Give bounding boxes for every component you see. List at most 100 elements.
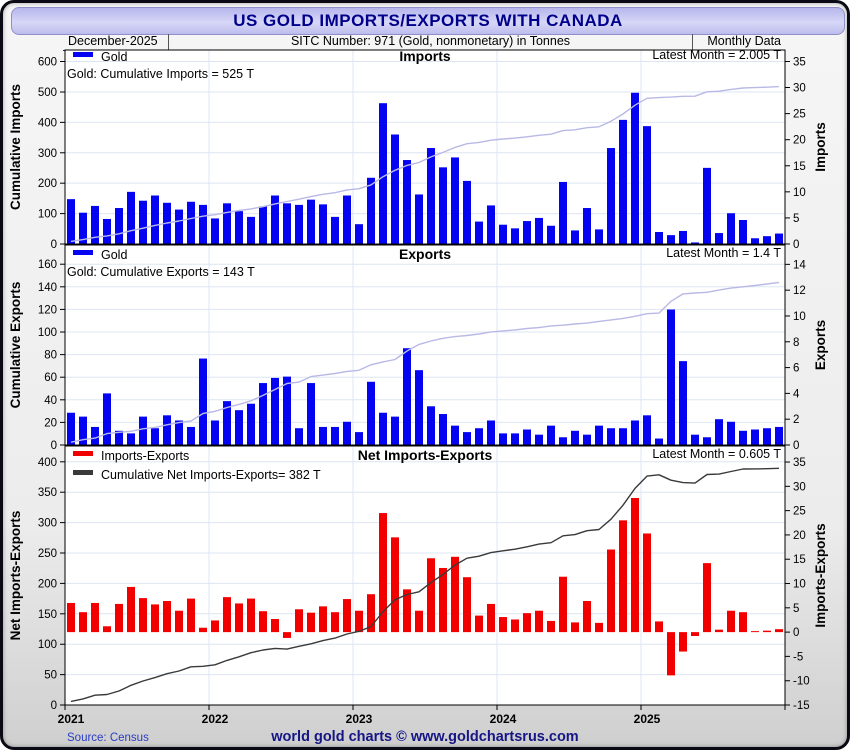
net-bar bbox=[187, 598, 195, 633]
net-bar bbox=[667, 632, 675, 676]
exports-bar bbox=[91, 426, 99, 445]
net-right-axis-title: Imports-Exports bbox=[813, 523, 828, 627]
net-right-tick-label: 10 bbox=[793, 579, 806, 591]
x-axis-year-label: 2023 bbox=[346, 712, 373, 726]
exports-bar bbox=[259, 383, 267, 445]
exports-bar bbox=[271, 377, 279, 445]
imports-bar bbox=[295, 204, 303, 244]
imports-right-tick-label: 0 bbox=[793, 239, 799, 251]
source-link[interactable]: Source: Census bbox=[67, 732, 149, 744]
net-bar bbox=[571, 622, 579, 633]
exports-bar bbox=[475, 428, 483, 445]
exports-bar bbox=[247, 403, 255, 445]
exports-bar bbox=[223, 401, 231, 445]
imports-bar bbox=[763, 236, 771, 244]
imports-left-tick-label: 600 bbox=[38, 57, 57, 69]
net-bar bbox=[691, 632, 699, 636]
imports-left-tick-label: 100 bbox=[38, 209, 57, 221]
exports-bar bbox=[487, 420, 495, 445]
net-cumulative-label: Cumulative Net Imports-Exports= 382 T bbox=[101, 468, 321, 482]
x-axis-year-label: 2021 bbox=[58, 712, 85, 726]
imports-bar bbox=[775, 233, 783, 244]
imports-right-tick-label: 30 bbox=[793, 83, 806, 95]
net-bar bbox=[451, 556, 459, 633]
exports-bar bbox=[559, 437, 567, 445]
net-bar bbox=[103, 626, 111, 633]
imports-left-tick-label: 500 bbox=[38, 87, 57, 99]
imports-bar bbox=[451, 157, 459, 244]
imports-bar bbox=[247, 216, 255, 244]
imports-bar bbox=[211, 218, 219, 244]
imports-legend-label: Gold bbox=[101, 50, 127, 64]
imports-bar bbox=[391, 134, 399, 244]
net-bar bbox=[679, 632, 687, 652]
net-legend2-swatch bbox=[73, 470, 93, 475]
imports-bar bbox=[667, 235, 675, 244]
imports-bar bbox=[355, 224, 363, 244]
imports-cumulative-line bbox=[70, 85, 780, 243]
sitc-label: SITC Number: 971 (Gold, nonmonetary) in … bbox=[169, 34, 693, 50]
imports-bar bbox=[571, 230, 579, 244]
net-bar bbox=[643, 533, 651, 633]
exports-cumulative-line bbox=[70, 281, 780, 443]
net-legend-swatch bbox=[73, 451, 93, 456]
charts-canvas: 010020030040050060005101520253035Cumulat… bbox=[8, 48, 828, 726]
exports-bar bbox=[175, 420, 183, 445]
imports-bar bbox=[511, 228, 519, 244]
net-right-tick-label: 15 bbox=[793, 554, 806, 566]
net-bar bbox=[535, 610, 543, 633]
imports-bars bbox=[67, 92, 783, 245]
imports-bar bbox=[367, 177, 375, 244]
imports-left-axis-title: Cumulative Imports bbox=[8, 84, 23, 210]
imports-legend-swatch bbox=[73, 52, 93, 57]
imports-right-tick-label: 35 bbox=[793, 56, 806, 68]
exports-bar bbox=[547, 425, 555, 445]
exports-left-tick-label: 40 bbox=[44, 395, 57, 407]
imports-bar bbox=[643, 126, 651, 244]
exports-bar bbox=[331, 426, 339, 445]
exports-bar bbox=[499, 433, 507, 445]
exports-bar bbox=[355, 432, 363, 445]
net-left-axis-title: Net Imports-Exports bbox=[8, 511, 23, 641]
exports-bar bbox=[427, 406, 435, 445]
net-bar bbox=[283, 632, 291, 638]
imports-right-tick-label: 5 bbox=[793, 213, 799, 225]
net-bar bbox=[139, 598, 147, 633]
imports-bar bbox=[115, 208, 123, 244]
imports-bar bbox=[703, 167, 711, 244]
chart-net: 0 50 100 150 200 250 300 350 400 -15 -10 -5 0 5 10 15 20… bbox=[8, 445, 828, 726]
exports-bar bbox=[631, 420, 639, 445]
exports-bar bbox=[343, 421, 351, 445]
frequency-label: Monthly Data bbox=[707, 34, 781, 48]
net-right-tick-label: 35 bbox=[793, 457, 806, 469]
net-chart-title: Net Imports-Exports bbox=[358, 447, 493, 463]
exports-bar bbox=[295, 428, 303, 445]
imports-bar bbox=[655, 232, 663, 244]
exports-bar bbox=[127, 433, 135, 445]
imports-bar bbox=[235, 211, 243, 244]
exports-bar bbox=[187, 426, 195, 445]
net-bar bbox=[175, 610, 183, 633]
net-bar bbox=[523, 613, 531, 633]
exports-left-tick-label: 20 bbox=[44, 417, 57, 429]
imports-bar bbox=[319, 204, 327, 244]
net-bar bbox=[247, 598, 255, 633]
imports-bar bbox=[223, 203, 231, 244]
exports-bar bbox=[103, 393, 111, 445]
exports-bar bbox=[151, 428, 159, 445]
exports-bar bbox=[307, 383, 315, 445]
exports-bar bbox=[691, 434, 699, 445]
net-bars bbox=[67, 497, 783, 676]
net-bar bbox=[319, 606, 327, 633]
net-bar bbox=[655, 621, 663, 633]
imports-bar bbox=[679, 230, 687, 244]
net-bar bbox=[163, 601, 171, 633]
imports-bar bbox=[487, 205, 495, 244]
net-bar bbox=[235, 603, 243, 633]
net-right-tick-label: -15 bbox=[793, 700, 810, 712]
exports-left-tick-label: 160 bbox=[38, 259, 57, 271]
net-bar bbox=[595, 622, 603, 633]
net-bar bbox=[739, 612, 747, 633]
net-bar bbox=[127, 586, 135, 633]
net-bar bbox=[295, 609, 303, 633]
